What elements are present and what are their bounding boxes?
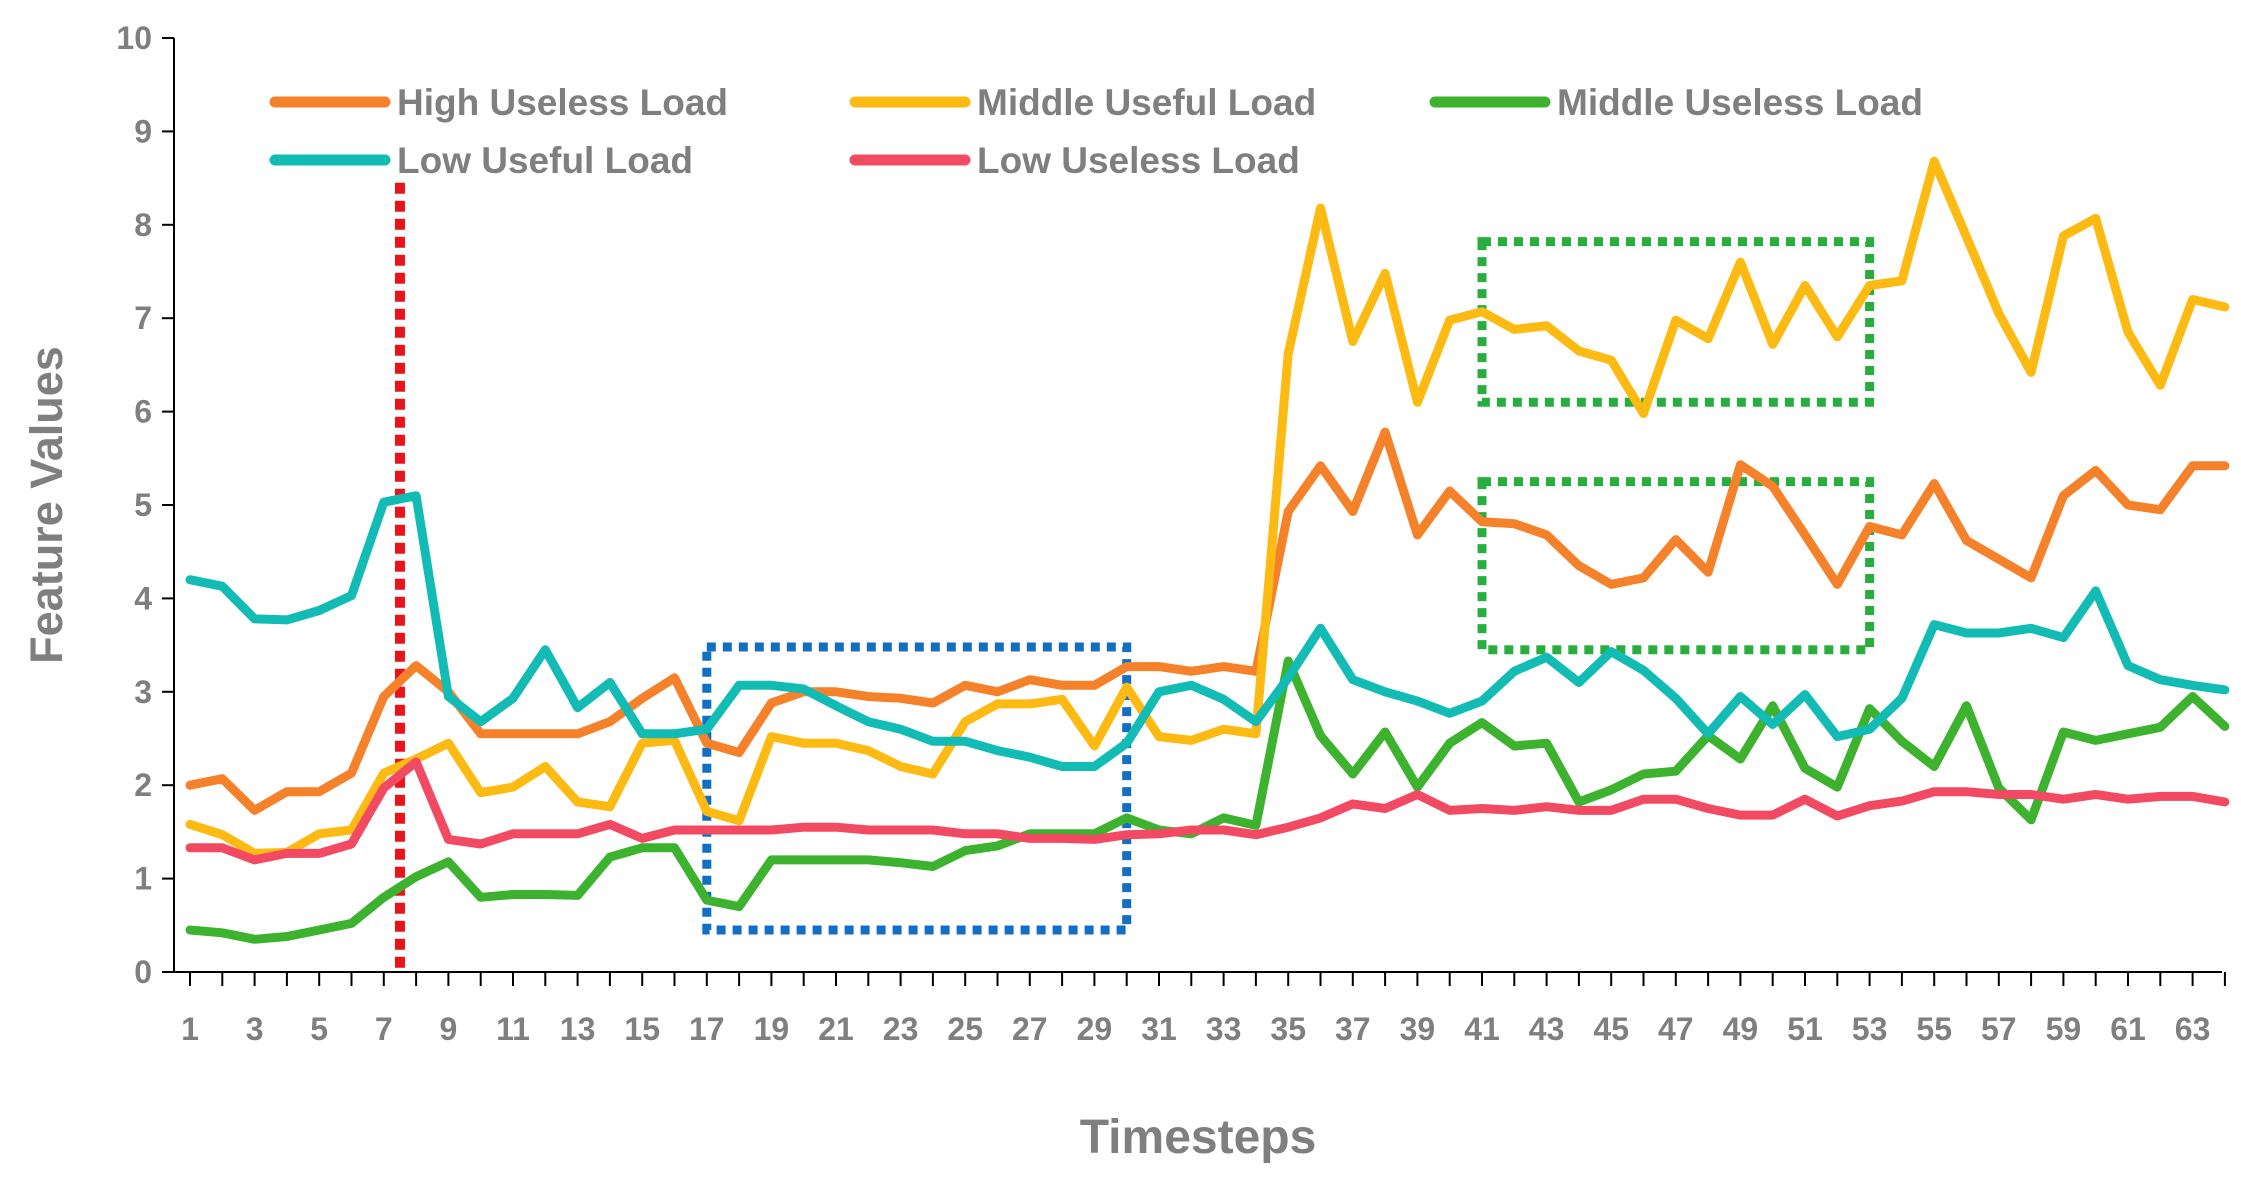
x-tick-label: 57 (1981, 1011, 2017, 1047)
dotted-highlight-box-2 (1477, 237, 1875, 407)
x-tick-label: 7 (375, 1011, 393, 1047)
x-tick-label: 41 (1464, 1011, 1500, 1047)
x-tick-label: 11 (496, 1011, 530, 1047)
annotations (394, 182, 1875, 972)
x-tick-label: 59 (2046, 1011, 2082, 1047)
legend-label-low-useful-load: Low Useful Load (397, 140, 693, 181)
x-tick-label: 51 (1787, 1011, 1823, 1047)
series-line-high-useless-load (185, 427, 2230, 815)
dotted-highlight-box-1 (702, 642, 1132, 935)
y-tick-label: 7 (134, 300, 152, 336)
y-tick-label: 1 (134, 861, 152, 897)
legend-label-middle-useless-load: Middle Useless Load (1557, 82, 1923, 123)
y-tick-label: 2 (134, 767, 152, 803)
dotted-highlight-box-3 (1477, 477, 1875, 655)
x-tick-label: 61 (2110, 1011, 2146, 1047)
x-tick-label: 17 (689, 1011, 725, 1047)
x-tick-label: 39 (1400, 1011, 1436, 1047)
y-tick-label: 9 (134, 113, 152, 149)
x-tick-label: 63 (2175, 1011, 2211, 1047)
x-tick-label: 19 (754, 1011, 790, 1047)
x-tick-label: 31 (1141, 1011, 1177, 1047)
x-tick-label: 15 (624, 1011, 660, 1047)
y-tick-label: 8 (134, 207, 152, 243)
x-tick-label: 23 (883, 1011, 919, 1047)
x-axis-title: Timesteps (1080, 1111, 1317, 1164)
y-tick-label: 6 (134, 394, 152, 430)
x-tick-label: 25 (947, 1011, 983, 1047)
x-tick-label: 1 (181, 1011, 199, 1047)
x-tick-label: 49 (1723, 1011, 1759, 1047)
legend-label-middle-useful-load: Middle Useful Load (977, 82, 1316, 123)
series-line-middle-useful-load (185, 156, 2230, 858)
y-axis-title: Feature Values (21, 346, 72, 664)
x-tick-label: 3 (246, 1011, 264, 1047)
x-tick-label: 13 (560, 1011, 596, 1047)
y-tick-label: 5 (134, 487, 152, 523)
x-tick-label: 35 (1270, 1011, 1306, 1047)
x-tick-label: 9 (440, 1011, 458, 1047)
y-tick-label: 4 (134, 580, 152, 616)
x-tick-label: 47 (1658, 1011, 1694, 1047)
x-tick-label: 45 (1593, 1011, 1629, 1047)
x-tick-label: 21 (818, 1011, 854, 1047)
x-tick-label: 55 (1916, 1011, 1952, 1047)
series-line-low-useless-load (185, 757, 2230, 865)
x-tick-label: 29 (1077, 1011, 1113, 1047)
x-tick-label: 33 (1206, 1011, 1242, 1047)
series-lines (185, 156, 2230, 944)
y-tick-label: 3 (134, 674, 152, 710)
legend-label-high-useless-load: High Useless Load (397, 82, 728, 123)
x-tick-label: 37 (1335, 1011, 1371, 1047)
series-line-low-useful-load (185, 491, 2230, 771)
y-tick-label: 0 (134, 954, 152, 990)
x-tick-label: 27 (1012, 1011, 1048, 1047)
legend-label-low-useless-load: Low Useless Load (977, 140, 1300, 181)
x-tick-label: 43 (1529, 1011, 1565, 1047)
legend: High Useless Load Middle Useful Load Middl… (269, 82, 1923, 181)
x-tick-label: 53 (1852, 1011, 1888, 1047)
x-tick-label: 5 (310, 1011, 328, 1047)
y-tick-label: 10 (116, 20, 152, 56)
